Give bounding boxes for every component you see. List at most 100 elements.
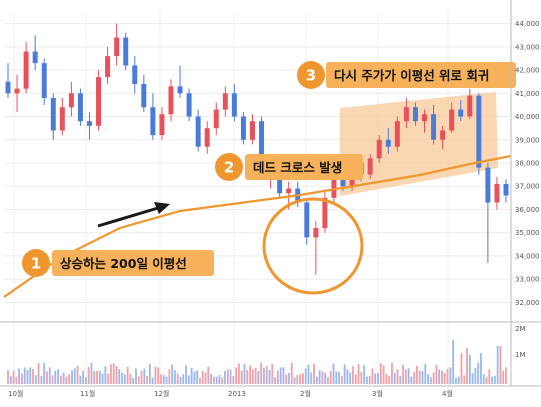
candle-body <box>5 81 11 94</box>
volume-bar <box>157 367 160 384</box>
volume-bar <box>107 373 110 384</box>
volume-bar <box>402 364 404 384</box>
volume-bar <box>9 376 12 384</box>
volume-bar <box>307 364 310 384</box>
volume-bar <box>171 364 174 384</box>
volume-bar <box>349 372 352 384</box>
volume-bar <box>243 363 246 384</box>
volume-bar <box>48 367 51 384</box>
candle-body <box>32 51 38 64</box>
volume-bar <box>110 364 112 384</box>
candle-body <box>105 56 111 78</box>
y-tick-label: 44,000 <box>515 20 540 28</box>
volume-bar <box>368 375 371 384</box>
y-tick-label: 36,000 <box>515 206 540 214</box>
volume-bar <box>143 368 146 384</box>
volume-bar <box>468 354 471 384</box>
volume-bar <box>93 370 96 384</box>
moving-average-line <box>3 154 512 298</box>
volume-bar <box>446 368 449 384</box>
y-tick-label: 43,000 <box>515 43 540 51</box>
candle-body <box>41 63 47 98</box>
volume-bar <box>218 375 221 384</box>
volume-bar <box>68 374 71 384</box>
candle-body <box>222 93 228 110</box>
candle-body <box>195 116 201 147</box>
volume-bar <box>496 346 499 384</box>
volume-bar <box>324 372 327 384</box>
candle-body <box>503 183 509 196</box>
volume-bar <box>432 372 435 384</box>
volume-bar <box>112 363 115 384</box>
callout-label-box <box>52 250 214 276</box>
volume-bar <box>59 375 62 384</box>
y-tick-label: 32,000 <box>515 299 540 307</box>
volume-bar <box>168 369 171 384</box>
volume-bar <box>179 376 182 384</box>
volume-bar <box>12 370 15 384</box>
callout-1: 상승하는 200일 이평선 1 <box>22 249 214 277</box>
volume-bar <box>96 370 98 384</box>
volume-bar <box>21 373 23 384</box>
volume-bar <box>293 377 296 384</box>
volume-bar <box>329 370 332 384</box>
volume-bar <box>382 365 385 384</box>
callout-text: 다시 주가가 이평선 위로 회귀 <box>334 68 489 83</box>
volume-bar <box>418 370 421 384</box>
volume-bar <box>82 370 85 384</box>
volume-bar <box>466 348 468 384</box>
candle-body <box>331 176 337 198</box>
volume-bar <box>354 374 357 384</box>
volume-bar <box>7 370 9 384</box>
callout-number: 1 <box>31 255 41 273</box>
volume-bar <box>457 376 460 384</box>
volume-bar <box>352 366 354 384</box>
candle-body <box>313 228 319 238</box>
volume-bar <box>65 376 68 384</box>
candle-body <box>87 121 92 126</box>
volume-bar <box>332 363 335 384</box>
volume-tick-label: 2M <box>515 325 526 333</box>
volume-bar <box>249 365 251 384</box>
volume-bar <box>121 372 123 384</box>
volume-bar <box>76 365 79 384</box>
callout-number-badge <box>215 153 243 181</box>
volume-bar <box>491 376 493 384</box>
volume-bar <box>357 363 360 384</box>
volume-bar <box>485 377 488 384</box>
volume-bar <box>265 365 268 384</box>
volume-bar <box>502 370 505 384</box>
volume-bar <box>57 369 59 384</box>
dead-cross-circle <box>262 197 364 295</box>
y-tick-label: 38,000 <box>515 160 540 168</box>
candle-body <box>204 128 210 147</box>
callout-number-badge <box>297 61 325 89</box>
volume-bar <box>474 367 477 384</box>
highlight-region <box>340 92 498 196</box>
volume-bar <box>452 340 455 384</box>
volume-bar <box>413 371 416 384</box>
candle-body <box>177 86 183 94</box>
volume-bar <box>271 363 274 384</box>
volume-bar <box>477 362 480 384</box>
y-tick-label: 40,000 <box>515 113 540 121</box>
volume-bar <box>201 370 204 384</box>
volume-bar <box>282 367 285 384</box>
candle-body <box>259 121 265 173</box>
volume-bar <box>260 362 263 384</box>
candle-body <box>394 121 400 147</box>
volume-bar <box>455 377 457 384</box>
trend-arrow-shaft <box>97 206 159 228</box>
candle-body <box>376 139 382 159</box>
candle-body <box>476 95 482 168</box>
volume-bar <box>126 367 129 384</box>
volume-bar <box>416 365 418 384</box>
candle-body <box>367 158 373 175</box>
candle-body <box>494 183 500 203</box>
volume-bar <box>251 369 254 384</box>
callout-number-badge <box>22 249 50 277</box>
volume-bar <box>365 376 368 384</box>
candle-body <box>150 107 156 136</box>
y-tick-label: 35,000 <box>515 229 540 237</box>
